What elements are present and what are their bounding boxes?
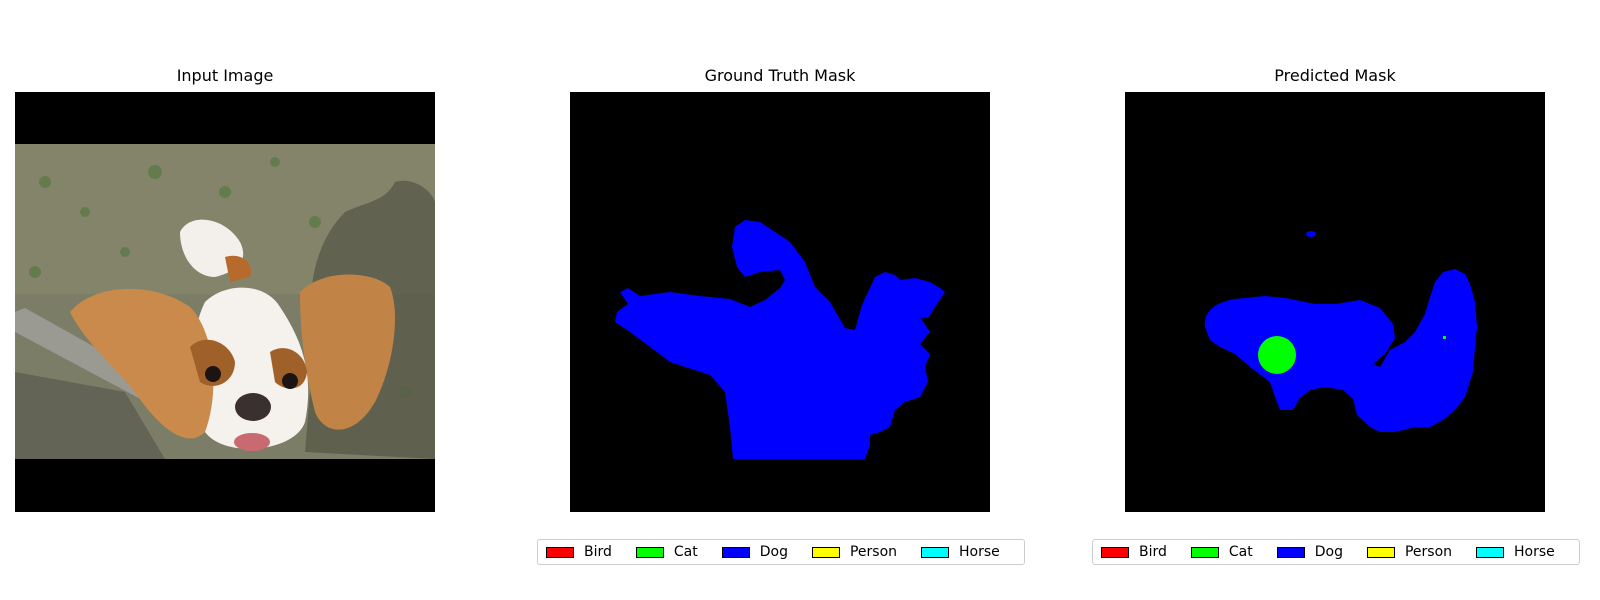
predicted-mask — [1125, 92, 1545, 512]
legend-label-person: Person — [1404, 544, 1453, 560]
legend-item-person: Person — [808, 544, 897, 560]
horse-swatch — [1476, 546, 1505, 558]
horse-swatch — [921, 546, 950, 558]
predicted-legend: Bird Cat Dog Person Horse — [1092, 539, 1580, 565]
legend-item-bird: Bird — [1097, 544, 1167, 560]
pred-dog-region — [1204, 231, 1477, 432]
legend-item-cat: Cat — [1187, 544, 1253, 560]
dog-swatch — [1276, 546, 1305, 558]
legend-label-horse: Horse — [959, 544, 1000, 560]
legend-label-horse: Horse — [1514, 544, 1555, 560]
legend-item-dog: Dog — [718, 544, 788, 560]
legend-label-bird: Bird — [1139, 544, 1167, 560]
dog — [70, 219, 395, 451]
predicted-mask-image — [1125, 92, 1545, 512]
legend-item-bird: Bird — [542, 544, 612, 560]
legend-item-person: Person — [1363, 544, 1452, 560]
pred-cat-speck — [1443, 336, 1446, 339]
pred-cat-region — [1258, 336, 1296, 374]
dog-swatch — [721, 546, 750, 558]
predicted-mask-title: Predicted Mask — [1274, 66, 1396, 85]
bird-swatch — [546, 546, 574, 558]
legend-item-dog: Dog — [1273, 544, 1343, 560]
legend-item-cat: Cat — [632, 544, 698, 560]
input-image-title: Input Image — [176, 66, 274, 85]
legend-label-dog: Dog — [1314, 544, 1343, 560]
gt-dog-region — [615, 220, 945, 459]
ground-truth-legend: Bird Cat Dog Person Horse — [537, 539, 1025, 565]
bird-swatch — [1101, 546, 1129, 558]
legend-item-horse: Horse — [917, 544, 1000, 560]
ground-truth-mask-title: Ground Truth Mask — [704, 66, 856, 85]
legend-label-bird: Bird — [584, 544, 612, 560]
legend-label-cat: Cat — [1228, 544, 1253, 560]
legend-item-horse: Horse — [1472, 544, 1555, 560]
ground-truth-mask — [570, 92, 990, 512]
legend-label-cat: Cat — [673, 544, 698, 560]
ground-truth-mask-image — [570, 92, 990, 512]
legend-label-dog: Dog — [759, 544, 788, 560]
input-image — [15, 92, 435, 512]
person-swatch — [811, 546, 840, 558]
cat-swatch — [1190, 546, 1219, 558]
cat-swatch — [635, 546, 664, 558]
input-image-photo — [15, 92, 435, 512]
legend-label-person: Person — [849, 544, 898, 560]
person-swatch — [1366, 546, 1395, 558]
